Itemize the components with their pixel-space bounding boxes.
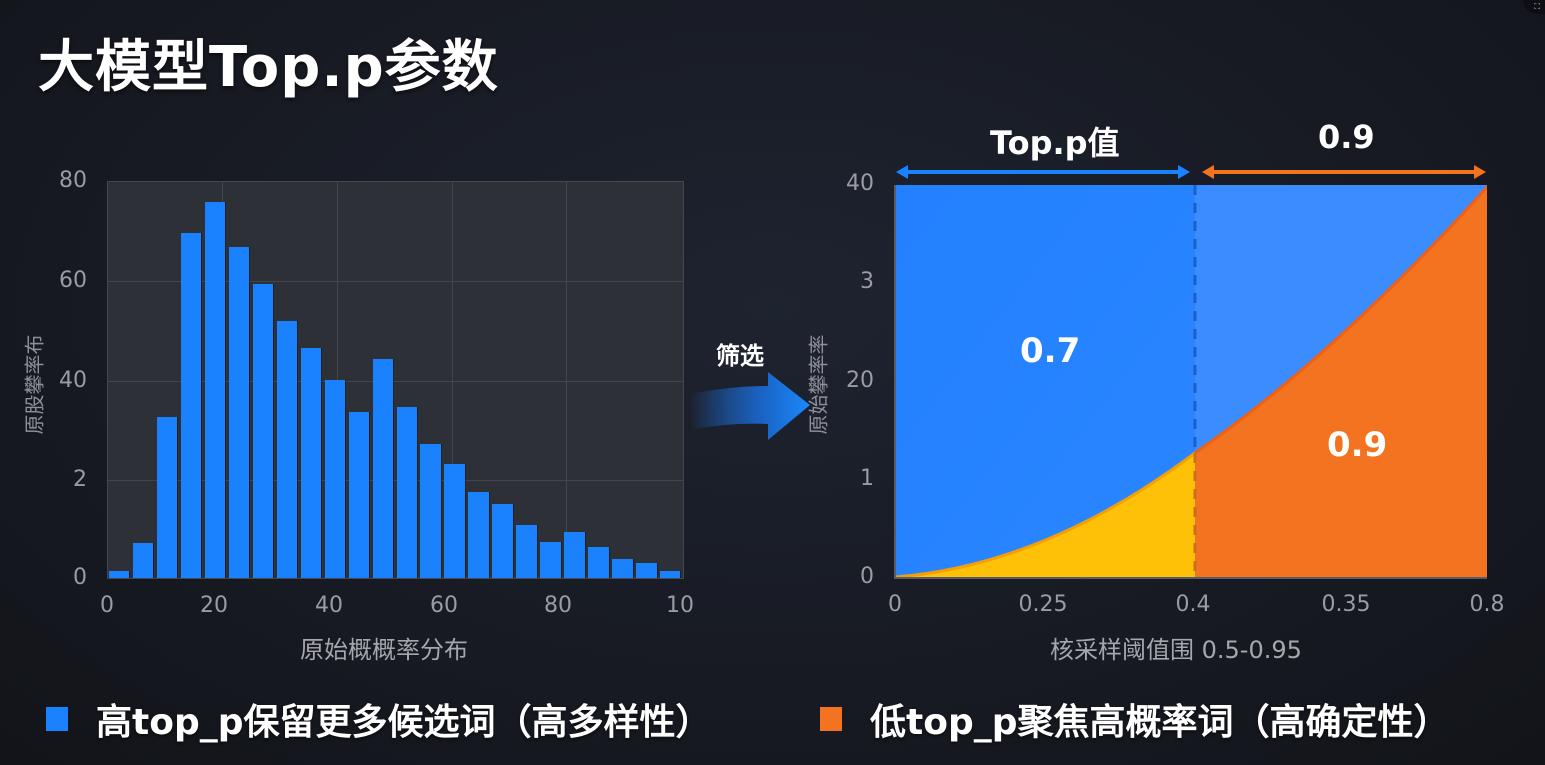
x-tick: 80: [544, 593, 572, 618]
x-tick: 0: [100, 593, 114, 618]
histogram-bar: [516, 525, 537, 578]
histogram-bar: [636, 563, 657, 578]
histogram-bar: [324, 380, 346, 578]
y-tick: 40: [59, 368, 87, 393]
histogram-bar: [204, 201, 226, 578]
legend-item-high-top-p: 高top_p保留更多候选词（高多样性）: [46, 693, 711, 745]
x-axis-label: 核采样阈值围 0.5-0.95: [1050, 636, 1302, 664]
y-tick: 1: [860, 466, 874, 491]
y-tick: 40: [846, 171, 874, 196]
histogram-bar: [444, 463, 465, 578]
legend-label: 低top_p聚焦高概率词（高确定性）: [870, 702, 1450, 743]
histogram-bar: [396, 406, 417, 578]
area-plot: 0.7 0.9: [894, 185, 1487, 579]
histogram-bar: [276, 320, 298, 578]
region-label-blue: 0.7: [1020, 331, 1081, 371]
x-tick: 0: [888, 592, 902, 617]
expand-icon[interactable]: ⛶: [1523, 0, 1545, 14]
histogram-bar: [132, 543, 154, 578]
x-tick: 0.35: [1321, 592, 1371, 617]
y-axis-label: 原股攀率布: [22, 334, 47, 435]
histogram-bar: [109, 571, 130, 578]
y-tick: 2: [73, 467, 87, 492]
region-label-orange: 0.9: [1327, 425, 1388, 465]
histogram-plot-area: [107, 181, 684, 579]
x-tick: 20: [200, 593, 228, 618]
histogram-bar: [156, 416, 178, 578]
y-axis-label: 原始攀率率: [806, 334, 831, 435]
right-arrow-icon: [690, 372, 810, 440]
histogram-bar: [372, 359, 393, 578]
legend-swatch-orange: [820, 707, 842, 731]
histogram-bar: [612, 559, 633, 578]
histogram-bar: [660, 571, 681, 578]
histogram-bar: [420, 444, 441, 578]
y-tick: 3: [860, 269, 874, 294]
histogram-bar: [492, 504, 513, 578]
y-tick: 60: [59, 268, 87, 293]
histogram-bar: [564, 532, 585, 578]
legend-swatch-blue: [46, 707, 68, 731]
histogram-bar: [252, 284, 274, 578]
x-tick: 0.8: [1469, 592, 1505, 617]
histogram-bar: [348, 411, 370, 578]
x-tick: 10: [666, 593, 694, 618]
legend-label: 高top_p保留更多候选词（高多样性）: [96, 702, 712, 743]
y-tick: 20: [846, 368, 874, 393]
y-tick: 0: [860, 564, 874, 589]
histogram-bar: [300, 348, 322, 578]
x-tick: 0.25: [1018, 592, 1068, 617]
y-tick: 80: [59, 168, 87, 193]
legend-item-low-top-p: 低top_p聚焦高概率词（高确定性）: [820, 693, 1449, 745]
page-title: 大模型Top.p参数: [38, 35, 499, 100]
range-right-label: 0.9: [1318, 118, 1375, 156]
x-tick: 40: [315, 593, 343, 618]
histogram-bar: [228, 247, 250, 578]
histogram-bar: [180, 233, 202, 578]
x-tick: 60: [430, 593, 458, 618]
x-tick: 0.4: [1175, 592, 1211, 617]
filter-label: 筛选: [716, 342, 764, 370]
y-tick: 0: [73, 565, 87, 590]
x-axis-label: 原始概概率分布: [300, 636, 468, 664]
histogram-bar: [540, 542, 561, 578]
range-left-label: Top.p值: [990, 124, 1120, 162]
histogram-bar: [468, 492, 489, 578]
range-arrows: [896, 165, 1486, 179]
histogram-bar: [588, 547, 609, 578]
